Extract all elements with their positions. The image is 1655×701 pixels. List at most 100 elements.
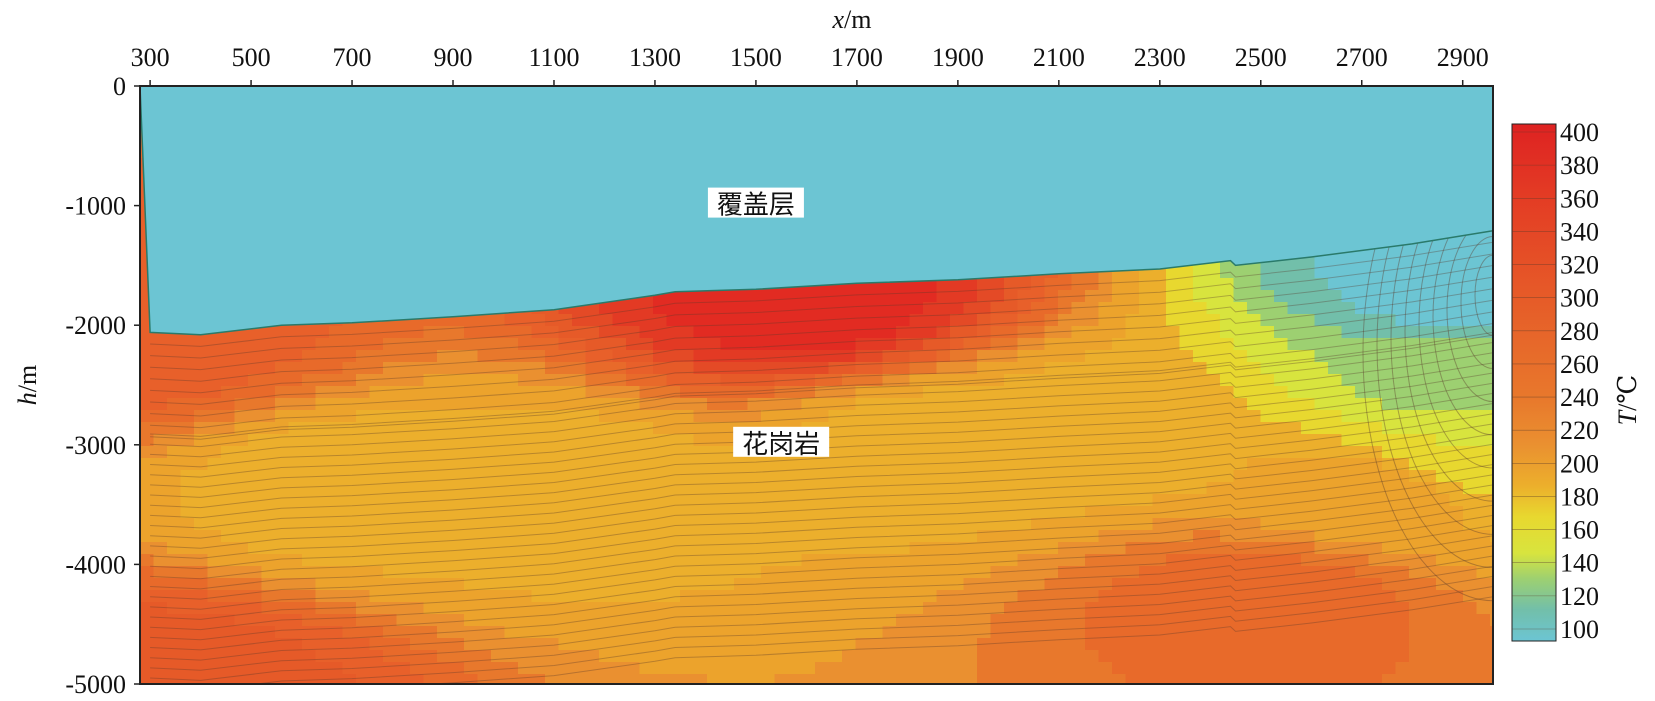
- field-cell: [1044, 338, 1059, 351]
- field-cell: [896, 362, 911, 375]
- field-cell: [288, 362, 303, 375]
- field-cell: [936, 506, 951, 519]
- field-cell: [639, 518, 654, 531]
- field-cell: [221, 530, 236, 543]
- field-cell: [585, 326, 600, 339]
- field-cell: [977, 338, 992, 351]
- field-cell: [909, 542, 924, 555]
- field-cell: [1463, 434, 1478, 447]
- field-cell: [1287, 554, 1302, 567]
- field-cell: [1382, 482, 1397, 495]
- field-cell: [801, 566, 816, 579]
- field-cell: [1139, 278, 1154, 291]
- field-cell: [666, 506, 681, 519]
- field-cell: [882, 578, 897, 591]
- field-cell: [1274, 494, 1289, 507]
- field-cell: [396, 458, 411, 471]
- field-cell: [855, 626, 870, 639]
- field-cell: [1004, 314, 1019, 327]
- field-cell: [1409, 422, 1424, 435]
- field-cell: [1274, 542, 1289, 555]
- field-cell: [180, 614, 195, 627]
- field-cell: [396, 590, 411, 603]
- field-cell: [936, 434, 951, 447]
- field-cell: [1449, 314, 1464, 327]
- field-cell: [1301, 482, 1316, 495]
- field-cell: [855, 386, 870, 399]
- field-cell: [261, 338, 276, 351]
- field-cell: [1476, 374, 1491, 387]
- field-cell: [1098, 386, 1113, 399]
- field-cell: [1017, 458, 1032, 471]
- field-cell: [207, 446, 222, 459]
- field-cell: [761, 470, 776, 483]
- field-cell: [1449, 302, 1464, 315]
- field-cell: [288, 458, 303, 471]
- field-cell: [1314, 662, 1329, 675]
- field-cell: [1166, 554, 1181, 567]
- field-cell: [639, 314, 654, 327]
- field-cell: [221, 542, 236, 555]
- field-cell: [950, 446, 965, 459]
- field-cell: [1328, 278, 1343, 291]
- field-cell: [815, 614, 830, 627]
- field-cell: [1368, 506, 1383, 519]
- field-cell: [180, 494, 195, 507]
- field-cell: [923, 554, 938, 567]
- field-cell: [180, 542, 195, 555]
- field-cell: [828, 458, 843, 471]
- field-cell: [653, 422, 668, 435]
- field-cell: [788, 578, 803, 591]
- field-cell: [1422, 302, 1437, 315]
- field-cell: [477, 374, 492, 387]
- field-cell: [774, 494, 789, 507]
- field-cell: [545, 338, 560, 351]
- field-cell: [936, 314, 951, 327]
- field-cell: [1085, 398, 1100, 411]
- field-cell: [1017, 650, 1032, 663]
- field-cell: [315, 362, 330, 375]
- field-cell: [774, 638, 789, 651]
- field-cell: [167, 482, 182, 495]
- field-cell: [855, 518, 870, 531]
- field-cell: [1463, 302, 1478, 315]
- field-cell: [531, 422, 546, 435]
- field-cell: [1179, 602, 1194, 615]
- field-cell: [315, 590, 330, 603]
- field-cell: [1449, 470, 1464, 483]
- field-cell: [194, 542, 209, 555]
- field-cell: [707, 314, 722, 327]
- field-cell: [1058, 566, 1073, 579]
- field-cell: [855, 602, 870, 615]
- field-cell: [1112, 314, 1127, 327]
- field-cell: [1139, 482, 1154, 495]
- field-cell: [747, 482, 762, 495]
- field-cell: [477, 350, 492, 363]
- field-cell: [639, 674, 654, 684]
- field-cell: [288, 626, 303, 639]
- field-cell: [1476, 530, 1491, 543]
- field-cell: [977, 494, 992, 507]
- field-cell: [1058, 386, 1073, 399]
- field-cell: [977, 542, 992, 555]
- field-cell: [1247, 314, 1262, 327]
- field-cell: [207, 422, 222, 435]
- field-cell: [302, 398, 317, 411]
- field-cell: [167, 434, 182, 447]
- field-cell: [1341, 374, 1356, 387]
- field-cell: [747, 302, 762, 315]
- plot-area: [140, 86, 1493, 684]
- field-cell: [1233, 650, 1248, 663]
- field-cell: [1071, 542, 1086, 555]
- field-cell: [1409, 470, 1424, 483]
- field-cell: [1206, 386, 1221, 399]
- field-cell: [1166, 578, 1181, 591]
- field-cell: [1152, 650, 1167, 663]
- field-cell: [1098, 422, 1113, 435]
- field-cell: [761, 494, 776, 507]
- field-cell: [1098, 530, 1113, 543]
- field-cell: [234, 530, 249, 543]
- field-cell: [180, 578, 195, 591]
- field-cell: [288, 602, 303, 615]
- field-cell: [1004, 638, 1019, 651]
